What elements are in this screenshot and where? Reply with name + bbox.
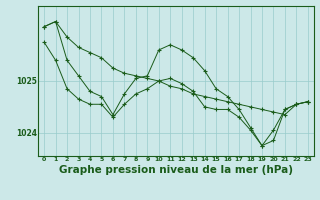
X-axis label: Graphe pression niveau de la mer (hPa): Graphe pression niveau de la mer (hPa) (59, 165, 293, 175)
